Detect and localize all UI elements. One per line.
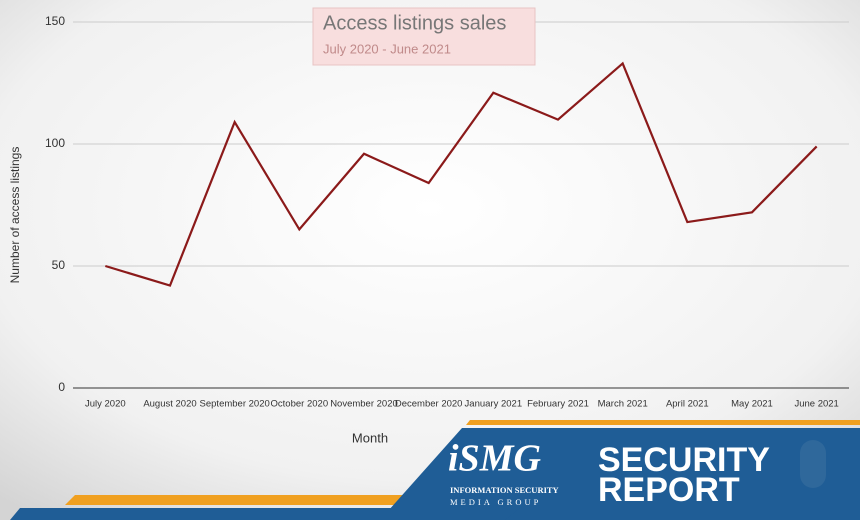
x-tick-label: February 2021 xyxy=(527,399,589,410)
report-title: REPORT xyxy=(598,471,740,509)
x-tick-label: May 2021 xyxy=(731,399,773,410)
y-axis-label: Number of access listings xyxy=(8,147,22,284)
x-tick-label: April 2021 xyxy=(666,399,709,410)
logo-line: MEDIA GROUP xyxy=(450,497,541,507)
x-tick-label: December 2020 xyxy=(395,399,463,410)
blue-stripe xyxy=(10,508,520,520)
y-tick-label: 0 xyxy=(58,380,65,394)
banner: iSMG INFORMATION SECURITY MEDIA GROUP SE… xyxy=(10,420,860,520)
y-tick-label: 100 xyxy=(45,136,65,150)
title-box: Access listings sales July 2020 - June 2… xyxy=(312,7,536,66)
x-tick-label: January 2021 xyxy=(465,399,523,410)
chart-subtitle: July 2020 - June 2021 xyxy=(323,41,451,56)
orange-stripe xyxy=(466,420,860,425)
x-tick-label: November 2020 xyxy=(330,399,398,410)
logo-line: INFORMATION SECURITY xyxy=(450,485,559,495)
x-tick-label: September 2020 xyxy=(200,399,270,410)
x-axis-label: Month xyxy=(352,430,388,445)
report-title: SECURITY xyxy=(598,441,770,479)
blue-panel xyxy=(380,428,860,520)
plot-area: 0 50 100 150 July 2020 August 2020 September 2… xyxy=(45,14,849,410)
y-tick-label: 150 xyxy=(45,14,65,28)
x-tick-label: March 2021 xyxy=(598,399,648,410)
microphone-icon xyxy=(800,440,826,488)
x-tick-label: October 2020 xyxy=(271,399,329,410)
y-tick-label: 50 xyxy=(52,258,66,272)
x-tick-label: July 2020 xyxy=(85,399,126,410)
data-line xyxy=(105,61,818,287)
x-tick-label: August 2020 xyxy=(143,399,196,410)
chart-title: Access listings sales xyxy=(323,12,506,34)
title-background xyxy=(312,7,536,66)
logo: iSMG xyxy=(448,438,541,480)
x-tick-label: June 2021 xyxy=(794,399,838,410)
